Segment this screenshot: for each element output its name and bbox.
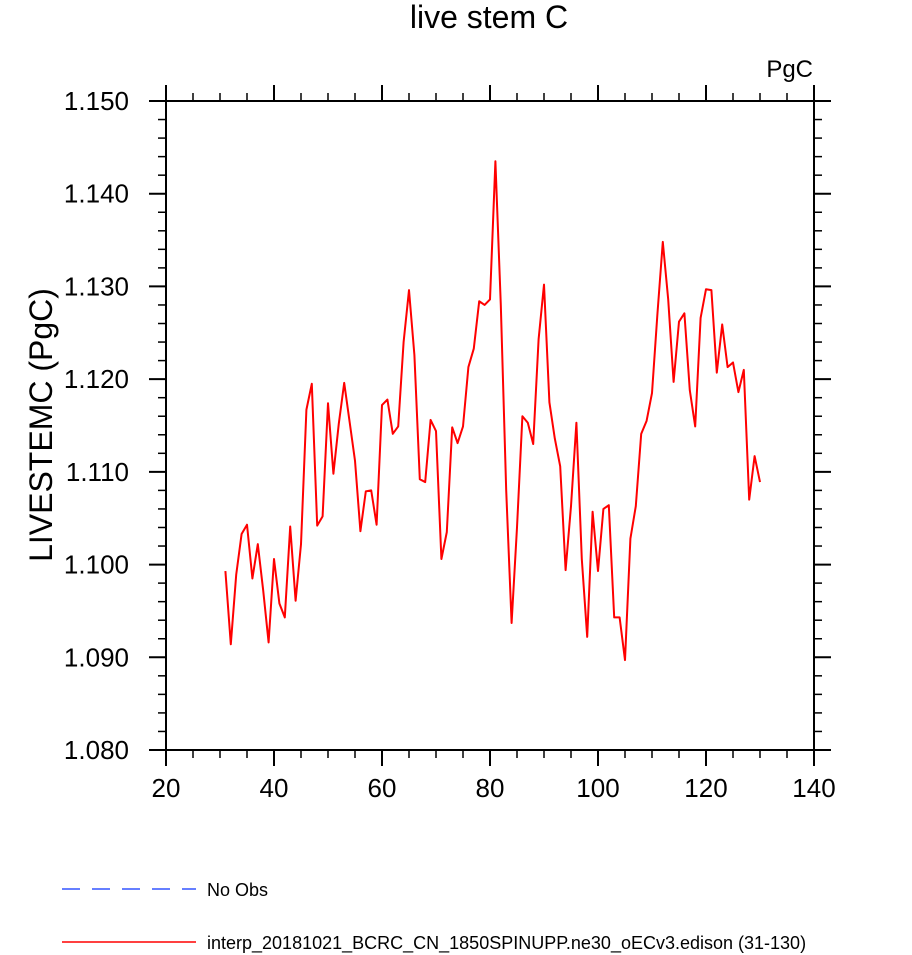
- x-axis-ticks: [165, 85, 815, 766]
- y-axis-label: LIVESTEMC (PgC): [23, 288, 59, 562]
- y-tick-label: 1.110: [66, 457, 129, 487]
- series-layer: [224, 160, 761, 662]
- legend-label-model-run: interp_20181021_BCRC_CN_1850SPINUPP.ne30…: [207, 933, 806, 954]
- x-tick-label: 80: [476, 773, 505, 803]
- y-tick-label: 1.080: [64, 735, 129, 765]
- y-tick-label: 1.090: [64, 642, 129, 672]
- x-tick-label: 100: [576, 773, 619, 803]
- units-label: PgC: [766, 56, 813, 83]
- y-tick-label: 1.100: [64, 550, 129, 580]
- y-tick-label: 1.140: [64, 179, 129, 209]
- x-tick-label: 20: [152, 773, 181, 803]
- y-tick-label: 1.120: [64, 364, 129, 394]
- x-tick-label: 40: [260, 773, 289, 803]
- plot-frame: [165, 100, 815, 751]
- y-tick-label: 1.150: [64, 86, 129, 116]
- y-tick-label: 1.130: [64, 271, 129, 301]
- x-tick-label: 60: [368, 773, 397, 803]
- legend-label-no-obs: No Obs: [207, 880, 268, 900]
- x-tick-labels: 20 40 60 80 100 120 140: [152, 773, 836, 803]
- legend: No Obs interp_20181021_BCRC_CN_1850SPINU…: [62, 880, 806, 954]
- series-line-1: [224, 160, 761, 662]
- x-tick-label: 140: [792, 773, 835, 803]
- chart-title: live stem C: [410, 0, 568, 35]
- y-axis-ticks: [149, 100, 831, 751]
- y-tick-labels: 1.080 1.090 1.100 1.110 1.120 1.130 1.140 1.150: [64, 86, 129, 765]
- x-tick-label: 120: [684, 773, 727, 803]
